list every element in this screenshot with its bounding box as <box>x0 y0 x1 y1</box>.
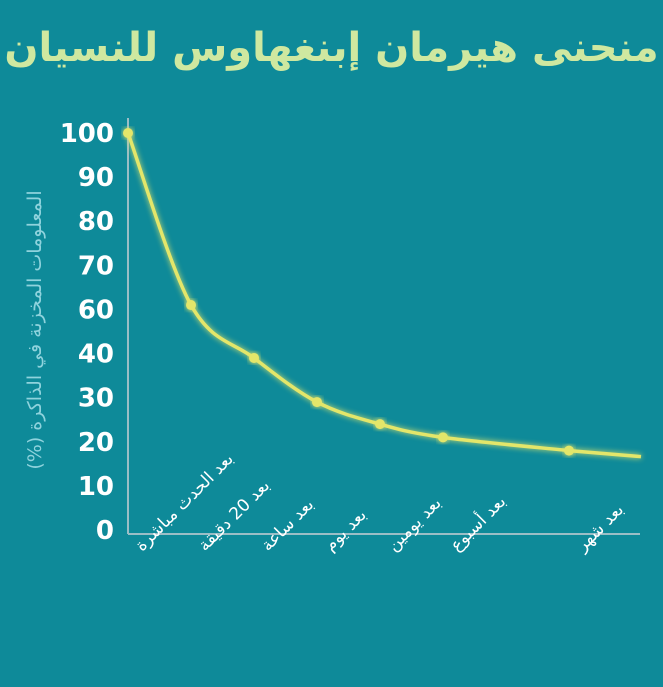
data-point <box>375 419 385 430</box>
chart-title: منحنى هيرمان إبنغهاوس للنسيان <box>4 25 659 71</box>
data-point <box>564 445 574 456</box>
y-tick-label: 70 <box>78 251 114 281</box>
y-tick-label: 80 <box>78 207 114 237</box>
data-point <box>438 432 448 443</box>
x-tick-label: بعد يومين <box>383 493 445 555</box>
y-axis-label: المعلومات المخزنة في الذاكرة (%) <box>24 190 46 469</box>
series-forgetting-curve <box>123 128 642 459</box>
x-tick-label: بعد يوم <box>320 505 370 555</box>
x-tick-label: بعد شهر <box>572 500 628 556</box>
x-tick-label: بعد ساعة <box>257 495 318 556</box>
x-tick-label: بعد أسبوع <box>445 490 510 555</box>
y-tick-label: 20 <box>78 428 114 458</box>
data-point <box>312 397 322 408</box>
data-point <box>123 128 133 138</box>
y-tick-label: 100 <box>60 119 114 149</box>
y-tick-label: 30 <box>78 384 114 414</box>
data-point <box>249 352 259 363</box>
y-tick-label: 60 <box>78 295 114 325</box>
y-tick-label: 10 <box>78 472 114 502</box>
data-point <box>186 300 196 311</box>
y-tick-label: 90 <box>78 163 114 193</box>
series-line <box>126 132 642 459</box>
y-tick-label: 0 <box>96 516 114 546</box>
y-tick-label: 40 <box>78 340 114 370</box>
